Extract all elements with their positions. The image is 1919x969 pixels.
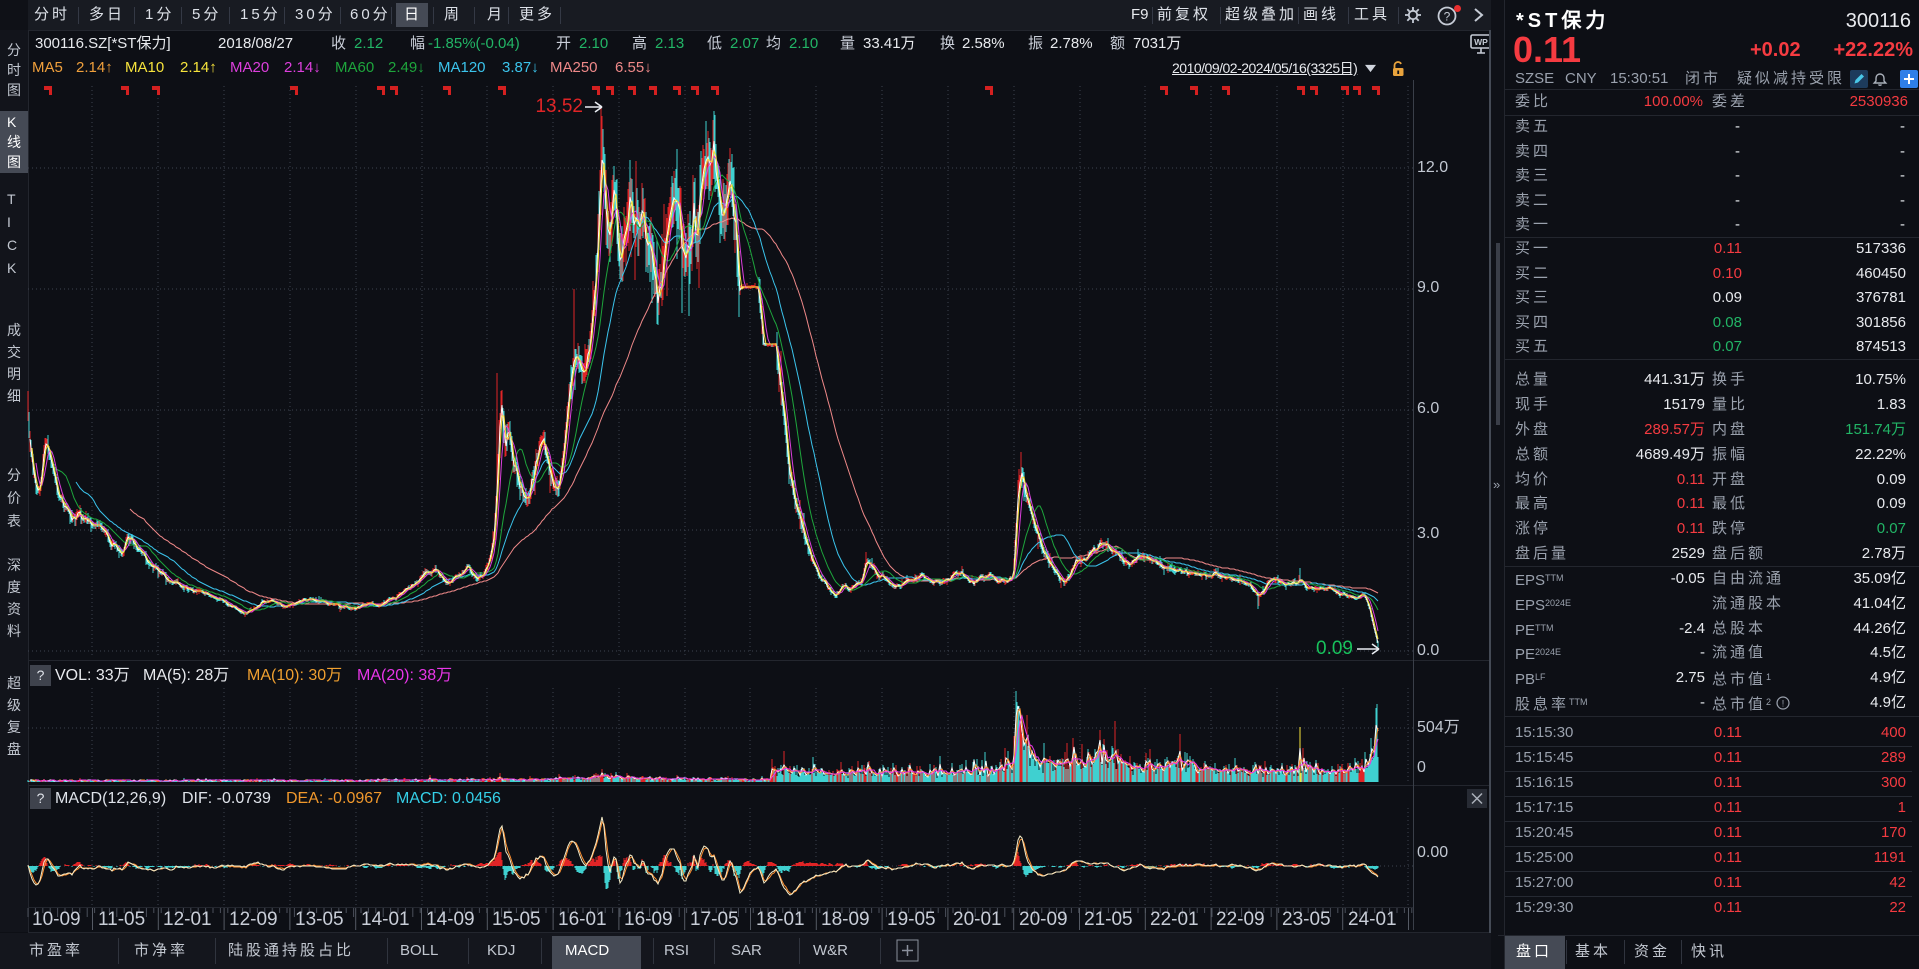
svg-text:!: ! xyxy=(1782,699,1785,709)
svg-text:WP: WP xyxy=(1474,37,1488,47)
svg-text:?: ? xyxy=(1444,10,1451,24)
